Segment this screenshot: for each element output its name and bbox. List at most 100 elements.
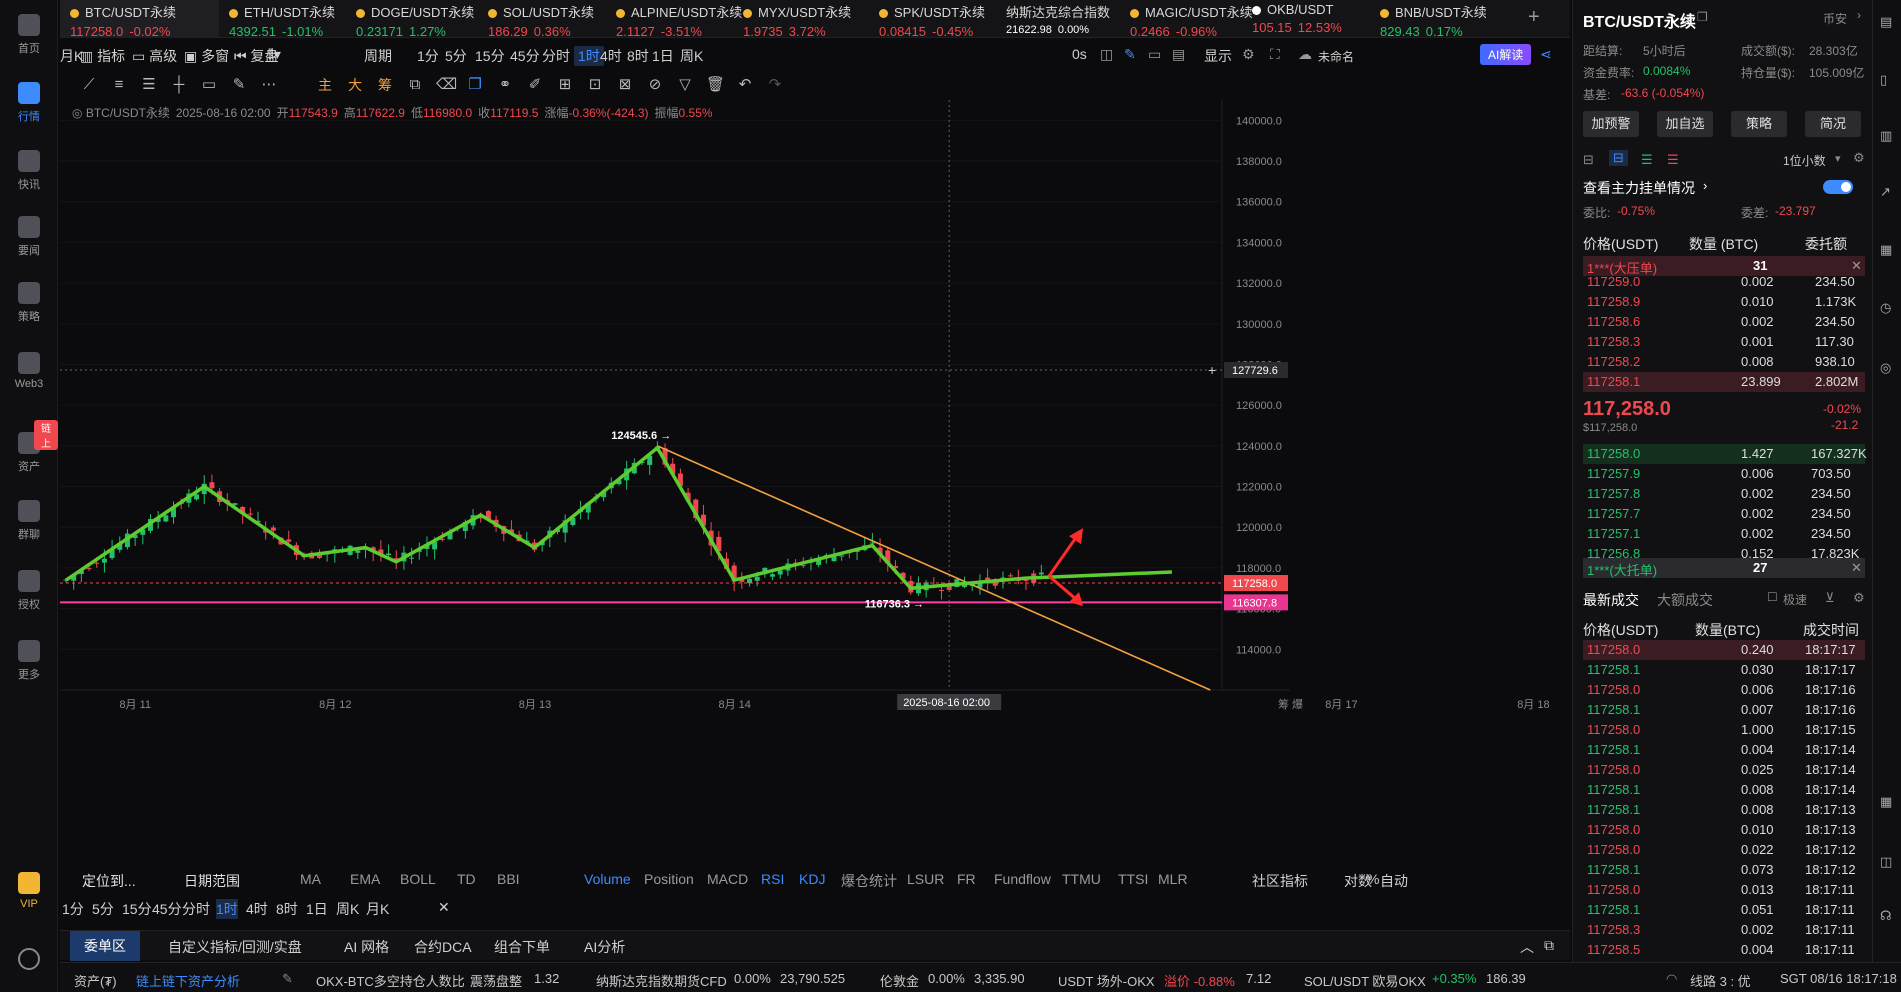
indicator-tab[interactable]: BOLL [400, 871, 436, 887]
sub-timeframe[interactable]: 15分 [122, 901, 152, 917]
bottom-tab[interactable]: 合约DCA [414, 939, 472, 955]
ticker-tab[interactable]: SPK/USDT永续 0.08415 -0.45% [869, 0, 996, 39]
expand-icon[interactable]: › [1857, 8, 1861, 22]
bid-row[interactable]: 117256.8 0.152 17.823K [1583, 544, 1865, 564]
add-watchlist-button[interactable]: 加自选 [1657, 111, 1713, 137]
link-icon[interactable]: ⚭ [498, 76, 512, 93]
ask-row[interactable]: 117258.1 23.899 2.802M [1583, 372, 1865, 392]
trade-qty-header[interactable]: 数量(BTC) [1695, 622, 1761, 638]
pen-icon[interactable]: ✎ [1124, 46, 1136, 62]
ask-row[interactable]: 117258.6 0.002 234.50 [1583, 312, 1865, 332]
decimal-select[interactable]: 1位小数 [1783, 154, 1826, 168]
sol-label[interactable]: SOL/USDT 欧易OKX [1304, 974, 1426, 989]
layout-icon[interactable]: ▤ [1172, 46, 1186, 62]
bottom-tab[interactable]: AI 网格 [344, 939, 390, 955]
indicator-tab[interactable]: RSI [761, 871, 785, 887]
ticker-tab[interactable]: DOGE/USDT永续 0.23171 1.27% [346, 0, 478, 39]
indicator-button[interactable]: ▥ 指标 [80, 46, 125, 66]
camera-icon[interactable]: ◫ [1100, 46, 1114, 62]
indicator-tab[interactable]: Volume [584, 871, 631, 887]
orderbook-layout-asks-icon[interactable]: ☰ [1667, 152, 1679, 167]
popout-icon[interactable]: ⧉ [1544, 937, 1554, 953]
tf-time[interactable]: 分时 [542, 46, 570, 66]
big-ask-row[interactable]: 1***(大压单) 31 ✕ [1583, 256, 1865, 276]
indicator-tab[interactable]: FR [957, 871, 976, 887]
ticker-tab[interactable]: ALPINE/USDT永续 2.1127 -3.51% [606, 0, 742, 39]
strategy-button[interactable]: 策略 [1731, 111, 1787, 137]
ob-amount-header[interactable]: 委托额 [1805, 236, 1847, 252]
tf-month[interactable]: 月K [60, 46, 83, 66]
main-order-toggle[interactable] [1823, 180, 1853, 194]
sub-timeframe[interactable]: 1日 [306, 901, 328, 917]
date-range-button[interactable]: 日期范围 [184, 873, 240, 889]
latest-trades-tab[interactable]: 最新成交 [1583, 592, 1639, 608]
chevron-right-icon[interactable]: › [1703, 178, 1708, 193]
close-icon[interactable]: ✕ [1851, 258, 1862, 273]
tf-1h[interactable]: 1时 [574, 46, 604, 66]
trash-icon[interactable]: 🗑 [706, 76, 726, 93]
fib-tool-icon[interactable]: ☰ [142, 76, 156, 93]
onchain-analysis-link[interactable]: 链上链下资产分析 [136, 974, 241, 989]
support-icon[interactable]: ☊ [1880, 908, 1892, 923]
indicator-tab[interactable]: EMA [350, 871, 381, 887]
bottom-tab[interactable]: 自定义指标/回测/实盘 [168, 939, 302, 955]
sub-timeframe[interactable]: 8时 [276, 901, 298, 917]
ticker-tab[interactable]: OKB/USDT 105.15 12.53% [1242, 0, 1370, 38]
nav-item-9[interactable]: 更多 [0, 640, 58, 682]
indicator-tab[interactable]: 爆仓统计 [841, 873, 897, 889]
indicator-tab[interactable]: LSUR [907, 871, 945, 887]
line-status[interactable]: 线路 3 : 优 [1690, 974, 1751, 989]
gear-icon[interactable]: ⚙ [1242, 46, 1255, 62]
ticker-tab[interactable]: MAGIC/USDT永续 0.2466 -0.96% [1120, 0, 1253, 39]
indicator-tab[interactable]: 对数 [1344, 873, 1372, 889]
settings-icon[interactable] [18, 948, 40, 970]
bid-row[interactable]: 117257.7 0.002 234.50 [1583, 504, 1865, 524]
bid-row[interactable]: 117257.8 0.002 234.50 [1583, 484, 1865, 504]
indicator-tab[interactable]: MA [300, 871, 321, 887]
panel-icon[interactable]: ▤ [1880, 14, 1893, 29]
ticker-tab[interactable]: ETH/USDT永续 4392.51 -1.01% [219, 0, 346, 39]
sub-timeframe[interactable]: 月K [366, 901, 390, 917]
indicator-tab[interactable]: MLR [1158, 871, 1188, 887]
candle-type-icon[interactable]: ⫴▾ [268, 46, 281, 62]
indicator-tab[interactable]: TD [457, 871, 476, 887]
indicator-tab[interactable]: 社区指标 [1252, 873, 1308, 889]
tf-45m[interactable]: 45分 [510, 46, 540, 66]
grid-icon[interactable]: ▦ [1880, 794, 1893, 809]
orderbook-layout-bids-icon[interactable]: ☰ [1641, 152, 1653, 167]
nasdaq-label[interactable]: 纳斯达克指数期货CFD [596, 974, 727, 989]
sub-timeframe[interactable]: 5分 [92, 901, 114, 917]
lock-icon[interactable]: ⊡ [588, 76, 602, 93]
rectangle-tool-icon[interactable]: ▭ [201, 76, 217, 93]
close-icon[interactable]: ✕ [1851, 560, 1862, 575]
replay-button[interactable]: ⏮ 复盘 [234, 46, 279, 66]
tf-4h[interactable]: 4时 [600, 46, 622, 66]
ruler-icon[interactable]: ⊞ [558, 76, 572, 93]
tf-week[interactable]: 周K [680, 46, 703, 66]
tf-8h[interactable]: 8时 [627, 46, 649, 66]
fast-checkbox[interactable]: ☐ [1767, 590, 1778, 604]
timer-label[interactable]: 0s [1072, 46, 1087, 62]
ticker-tab[interactable]: MYX/USDT永续 1.9735 3.72% [733, 0, 869, 39]
ai-analysis-button[interactable]: AI解读 [1480, 44, 1532, 65]
parallel-lines-tool-icon[interactable]: ≡ [114, 76, 124, 93]
redo-icon[interactable]: ↷ [768, 76, 782, 93]
nav-item-1[interactable]: 行情 [0, 82, 58, 124]
camera-icon[interactable]: ◫ [1880, 854, 1893, 869]
advanced-button[interactable]: ▭ 高级 [132, 46, 177, 66]
sub-timeframe[interactable]: 分时 [182, 901, 210, 917]
chip-button[interactable]: 筹 [378, 77, 392, 93]
indicator-tab[interactable]: % [1367, 871, 1380, 887]
bottom-tab[interactable]: 委单区 [70, 931, 140, 961]
period-button[interactable]: 周期 [364, 46, 392, 66]
multi-window-button[interactable]: ▣ 多窗 [184, 46, 229, 66]
filter-icon[interactable]: ▽ [679, 76, 691, 93]
more-tools-icon[interactable]: ⋯ [261, 76, 277, 93]
edit-icon[interactable]: ✎ [282, 971, 293, 986]
main-indicator-button[interactable]: 主 [318, 77, 332, 93]
big-order-button[interactable]: 大 [348, 77, 362, 93]
locate-button[interactable]: 定位到... [82, 873, 136, 889]
ticker-tab[interactable]: BTC/USDT永续 117258.0 -0.02% [60, 0, 219, 39]
candlestick-chart-svg[interactable]: 114000.0116000.0118000.0120000.0122000.0… [60, 100, 1570, 860]
ob-qty-header[interactable]: 数量 (BTC) [1689, 236, 1759, 252]
